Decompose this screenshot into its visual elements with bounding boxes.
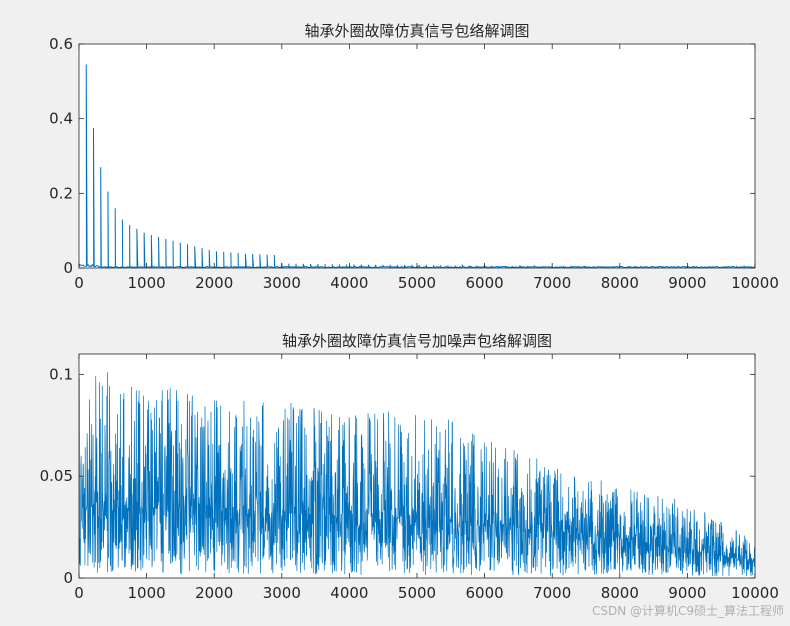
x-tick-label: 10000: [731, 274, 779, 292]
bottom-axes: 0 1000 2000 3000 4000 5000 6000 7000 8000 9000 100…: [40, 332, 779, 602]
x-tick-label: 0: [74, 274, 84, 292]
x-tick-label: 7000: [533, 274, 571, 292]
x-tick-label: 1000: [128, 584, 166, 602]
bottom-chart-title: 轴承外圈故障仿真信号加噪声包络解调图: [282, 332, 552, 350]
x-tick-label: 10000: [731, 584, 779, 602]
x-tick-label: 3000: [263, 274, 301, 292]
x-tick-label: 9000: [668, 584, 706, 602]
x-tick-label: 8000: [601, 584, 639, 602]
y-tick-label: 0.05: [40, 467, 73, 485]
top-axes-background: [79, 44, 755, 268]
y-tick-label: 0: [63, 569, 73, 587]
y-tick-label: 0: [63, 259, 73, 277]
x-tick-label: 1000: [128, 274, 166, 292]
x-tick-label: 2000: [195, 584, 233, 602]
x-tick-label: 3000: [263, 584, 301, 602]
x-tick-label: 2000: [195, 274, 233, 292]
top-axis-ticks: 0 1000 2000 3000 4000 5000 6000 7000 8000 9000 100…: [49, 35, 779, 292]
x-tick-label: 8000: [601, 274, 639, 292]
x-tick-label: 6000: [466, 274, 504, 292]
x-tick-label: 4000: [330, 584, 368, 602]
y-tick-label: 0.4: [49, 110, 73, 128]
bottom-axis-ticks: 0 1000 2000 3000 4000 5000 6000 7000 8000 9000 100…: [40, 354, 779, 602]
y-tick-label: 0.6: [49, 35, 73, 53]
x-tick-label: 5000: [398, 584, 436, 602]
top-axes: 0 1000 2000 3000 4000 5000 6000 7000 8000 9000 100…: [49, 22, 779, 292]
x-tick-label: 9000: [668, 274, 706, 292]
x-tick-label: 0: [74, 584, 84, 602]
noisy-envelope-spectrum-line: [79, 372, 755, 576]
y-tick-label: 0.1: [49, 365, 73, 383]
watermark-text: CSDN @计算机C9硕士_算法工程师: [592, 603, 784, 618]
top-chart-title: 轴承外圈故障仿真信号包络解调图: [304, 22, 529, 40]
x-tick-label: 7000: [533, 584, 571, 602]
x-tick-label: 5000: [398, 274, 436, 292]
x-tick-label: 6000: [466, 584, 504, 602]
y-tick-label: 0.2: [49, 184, 73, 202]
bottom-series-line: [79, 372, 755, 576]
x-tick-label: 4000: [330, 274, 368, 292]
